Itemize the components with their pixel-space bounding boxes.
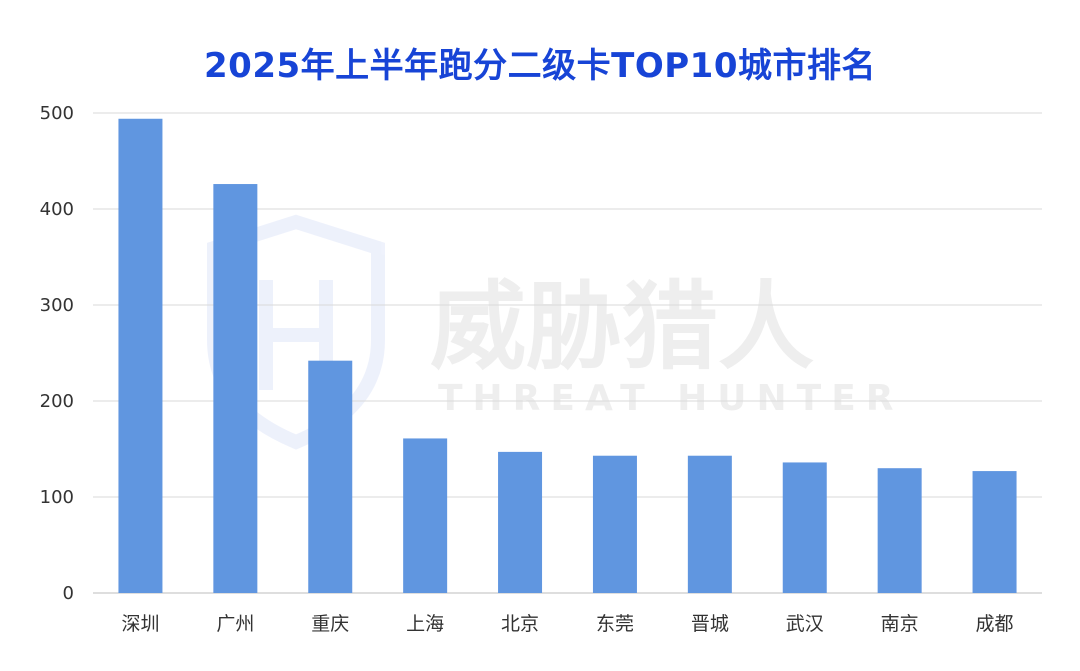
x-category-label: 东莞 <box>596 613 634 635</box>
x-category-label: 深圳 <box>121 613 159 635</box>
bar-6 <box>592 455 637 593</box>
x-category-label: 上海 <box>406 613 444 635</box>
bars <box>118 118 1017 594</box>
watermark-main-text: 威胁猎人 <box>430 271 814 383</box>
x-category-label: 成都 <box>976 613 1014 635</box>
bar-1 <box>118 118 163 593</box>
bar-3 <box>308 360 353 593</box>
watermark: 威胁猎人 THREAT HUNTER <box>207 214 904 450</box>
y-axis-ticks: 0 100 200 300 400 500 <box>40 103 74 604</box>
x-category-label: 晋城 <box>691 613 729 635</box>
y-tick-label: 400 <box>40 199 74 220</box>
x-axis-labels: 深圳 广州 重庆 上海 北京 东莞 晋城 武汉 南京 成都 <box>121 613 1013 635</box>
watermark-sub-text: THREAT HUNTER <box>438 378 904 419</box>
bar-10 <box>972 471 1017 593</box>
y-tick-label: 300 <box>40 295 74 316</box>
x-category-label: 重庆 <box>311 613 349 635</box>
bar-7 <box>687 455 732 593</box>
bar-8 <box>782 462 827 593</box>
bar-9 <box>877 468 922 593</box>
bar-5 <box>498 451 543 593</box>
bar-2 <box>213 184 258 594</box>
y-tick-label: 0 <box>63 583 74 604</box>
bar-4 <box>403 438 448 593</box>
y-tick-label: 100 <box>40 487 74 508</box>
x-category-label: 北京 <box>501 613 539 635</box>
y-tick-label: 200 <box>40 391 74 412</box>
x-category-label: 武汉 <box>786 613 824 635</box>
x-category-label: 南京 <box>881 613 919 635</box>
x-category-label: 广州 <box>216 613 254 635</box>
y-tick-label: 500 <box>40 103 74 124</box>
chart-title: 2025年上半年跑分二级卡TOP10城市排名 <box>204 46 876 86</box>
